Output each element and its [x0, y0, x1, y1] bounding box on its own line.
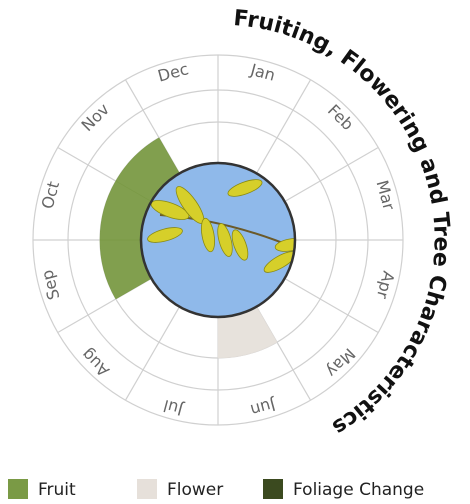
- month-label: Aug: [78, 345, 114, 381]
- month-label: Mar: [373, 178, 399, 212]
- spoke: [284, 146, 379, 203]
- legend-label: Flower: [167, 480, 223, 500]
- legend: Fruit Flower Foliage Change: [8, 479, 424, 500]
- legend-swatch: [8, 479, 28, 499]
- month-label: Jul: [161, 396, 186, 420]
- spoke: [255, 79, 312, 174]
- photo-border: [139, 161, 297, 319]
- legend-swatch: [263, 479, 283, 499]
- segments: [99, 137, 278, 359]
- month-label: May: [322, 344, 359, 381]
- photo: [141, 163, 295, 317]
- spoke: [284, 277, 379, 334]
- month-label: Dec: [156, 59, 191, 85]
- month-label: Sep: [37, 268, 63, 302]
- legend-swatch: [137, 479, 157, 499]
- legend-label: Fruit: [38, 480, 76, 500]
- month-label: Feb: [324, 101, 357, 134]
- month-label: Nov: [78, 100, 114, 136]
- legend-label: Foliage Change: [293, 480, 424, 500]
- spoke: [124, 306, 181, 401]
